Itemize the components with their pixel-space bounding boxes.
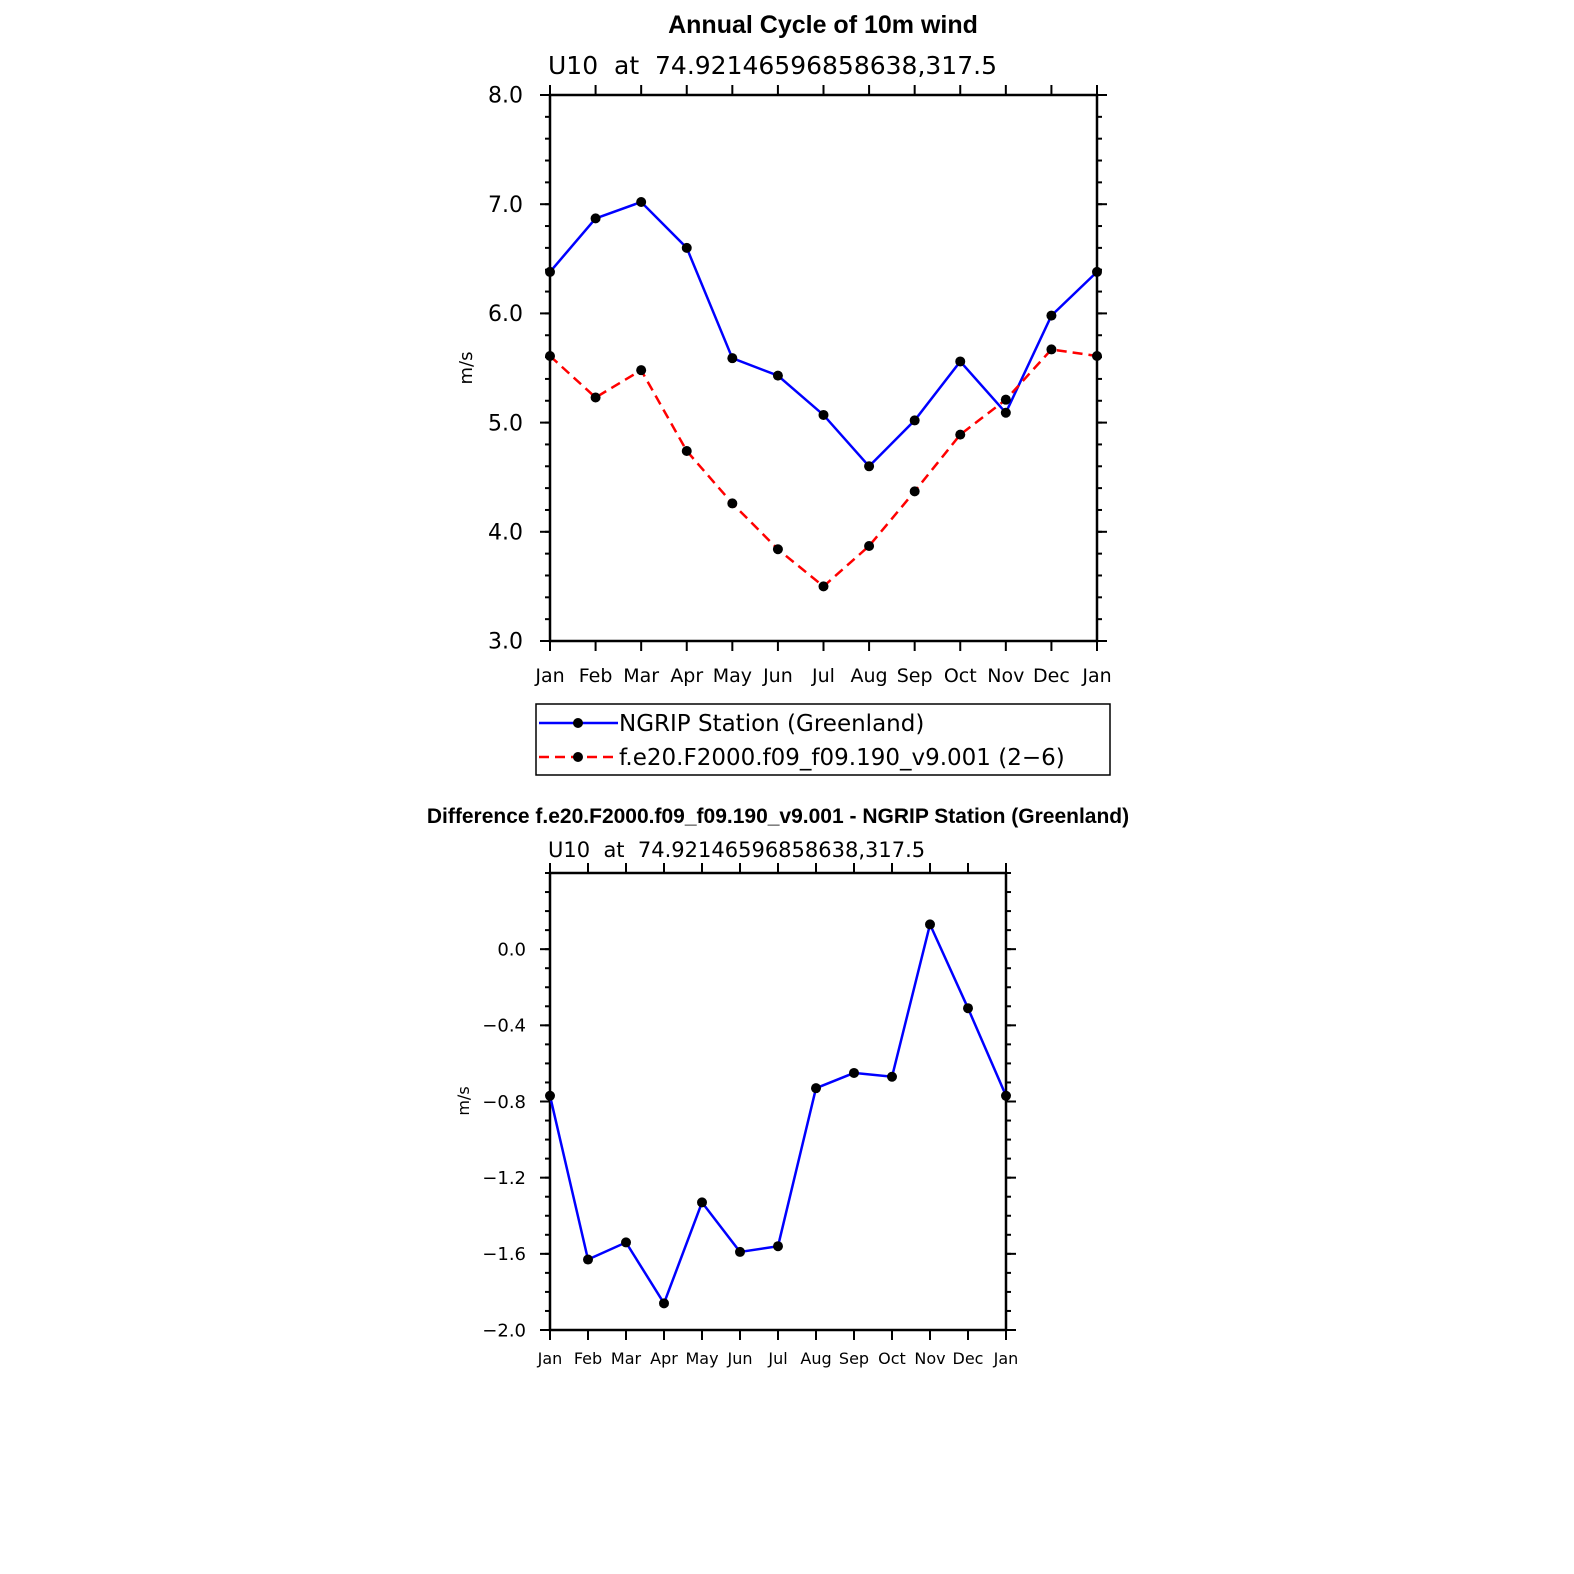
x-tick-label: Jan — [534, 665, 564, 687]
data-point — [925, 919, 935, 930]
data-point — [811, 1083, 821, 1094]
x-tick-label: Jul — [767, 1349, 787, 1368]
y-tick-label: 3.0 — [488, 630, 523, 655]
data-point — [727, 498, 738, 509]
data-point — [1001, 1090, 1011, 1101]
legend-frame — [535, 703, 1111, 776]
data-point — [887, 1071, 897, 1082]
data-point — [909, 415, 920, 426]
x-tick-label: May — [713, 665, 752, 687]
data-point — [1046, 310, 1057, 321]
annual-cycle-chart: Annual Cycle of 10m wind U10 at 74.92146… — [456, 11, 1112, 776]
x-tick-label: Feb — [579, 665, 613, 687]
x-tick-label: Nov — [987, 665, 1024, 687]
x-tick-label: Aug — [800, 1349, 831, 1368]
series-group — [545, 197, 1102, 592]
x-tick-label: Jan — [993, 1349, 1019, 1368]
x-tick-label: May — [685, 1349, 718, 1368]
legend: NGRIP Station (Greenland) f.e20.F2000.f0… — [535, 703, 1111, 776]
data-point — [681, 242, 692, 253]
data-point — [735, 1246, 745, 1257]
y-tick-label: 0.0 — [497, 939, 526, 960]
data-point — [621, 1237, 631, 1248]
x-tick-label: Aug — [851, 665, 888, 687]
data-point — [636, 197, 647, 208]
data-point — [772, 544, 783, 555]
y-axis-label: m/s — [456, 352, 477, 385]
data-point — [659, 1298, 669, 1309]
chart-title: Difference f.e20.F2000.f09_f09.190_v9.00… — [427, 805, 1129, 828]
data-point — [545, 266, 555, 277]
axis-ticks: Jan Feb Mar Apr May Jun Jul Aug Sep Oct Nov Dec Jan 3… — [488, 84, 1112, 687]
plot-frame — [548, 93, 1099, 643]
x-tick-label: Mar — [611, 1349, 642, 1368]
legend-label-model: f.e20.F2000.f09_f09.190_v9.001 (2−6) — [619, 745, 1065, 771]
chart-subtitle: U10 at 74.92146596858638,317.5 — [548, 838, 925, 862]
y-tick-label: −2.0 — [482, 1320, 526, 1341]
y-tick-label: −0.4 — [482, 1016, 526, 1037]
series-group — [545, 919, 1011, 1309]
x-tick-label: Jun — [762, 665, 793, 687]
data-point — [1092, 266, 1102, 277]
data-point — [963, 1003, 973, 1014]
data-point — [545, 350, 555, 361]
x-tick-label: Jul — [811, 665, 835, 687]
legend-label-ngrip: NGRIP Station (Greenland) — [619, 711, 924, 737]
x-tick-label: Apr — [650, 1349, 678, 1368]
x-tick-label: Dec — [953, 1349, 984, 1368]
data-point — [1046, 344, 1057, 355]
x-tick-label: Feb — [574, 1349, 602, 1368]
x-tick-label: Apr — [670, 665, 703, 687]
x-tick-label: Jun — [727, 1349, 753, 1368]
x-tick-label: Mar — [623, 665, 659, 687]
y-tick-label: −1.6 — [482, 1244, 526, 1265]
axis-ticks: Jan Feb Mar Apr May Jun Jul Aug Sep Oct Nov Dec Jan−… — [482, 863, 1018, 1368]
data-point — [818, 581, 829, 592]
legend-marker-model — [573, 752, 583, 762]
y-tick-label: 4.0 — [488, 521, 523, 546]
x-tick-label: Nov — [914, 1349, 945, 1368]
series-line-0 — [549, 200, 1098, 469]
data-point — [590, 392, 601, 403]
x-tick-label: Jan — [1081, 665, 1111, 687]
data-point — [773, 1241, 783, 1252]
y-tick-label: 8.0 — [488, 84, 523, 109]
series-line-1 — [549, 348, 1098, 589]
data-point — [697, 1197, 707, 1208]
data-point — [590, 213, 601, 224]
data-point — [955, 356, 966, 367]
legend-marker-ngrip — [573, 718, 583, 728]
y-axis-label: m/s — [454, 1086, 473, 1115]
data-point — [681, 445, 692, 456]
difference-chart: Difference f.e20.F2000.f09_f09.190_v9.00… — [427, 805, 1129, 1368]
data-point — [909, 486, 920, 497]
data-point — [864, 461, 875, 472]
data-point — [772, 370, 783, 381]
data-point — [1000, 407, 1011, 418]
y-tick-label: −0.8 — [482, 1092, 526, 1113]
data-point — [864, 540, 875, 551]
data-point — [1092, 350, 1102, 361]
data-point — [583, 1254, 593, 1265]
y-tick-label: 7.0 — [488, 193, 523, 218]
data-point — [636, 365, 647, 376]
data-point — [545, 1090, 555, 1101]
data-point — [849, 1067, 859, 1078]
x-tick-label: Oct — [944, 665, 977, 687]
chart-title: Annual Cycle of 10m wind — [668, 11, 978, 39]
y-tick-label: 6.0 — [488, 302, 523, 327]
data-point — [1000, 394, 1011, 405]
data-point — [727, 353, 738, 364]
data-point — [818, 409, 829, 420]
x-tick-label: Dec — [1033, 665, 1070, 687]
data-point — [955, 429, 966, 440]
x-tick-label: Sep — [897, 665, 933, 687]
y-tick-label: −1.2 — [482, 1168, 526, 1189]
chart-subtitle: U10 at 74.92146596858638,317.5 — [548, 51, 997, 80]
x-tick-label: Jan — [537, 1349, 563, 1368]
x-tick-label: Sep — [839, 1349, 869, 1368]
y-tick-label: 5.0 — [488, 411, 523, 436]
x-tick-label: Oct — [878, 1349, 906, 1368]
